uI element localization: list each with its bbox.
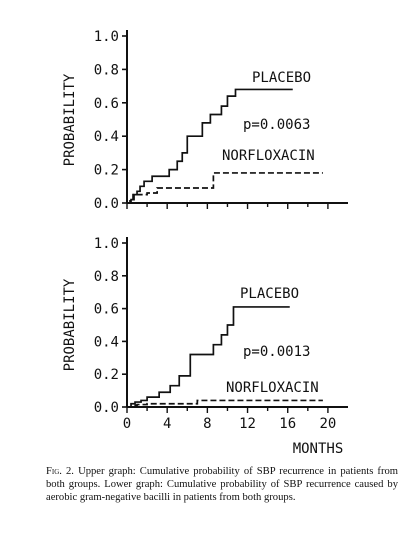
y-axis-label: PROBABILITY [62,278,78,371]
y-tick-label: 0.0 [94,196,119,212]
p-value-annotation: p=0.0063 [243,117,310,133]
y-tick-label: 0.6 [94,96,119,112]
x-tick-label: 16 [279,416,296,432]
caption-lead: Fig. 2. [46,466,74,477]
series-label-placebo: PLACEBO [252,70,311,86]
x-tick-label: 12 [239,416,256,432]
y-tick-label: 0.2 [94,367,119,383]
y-tick-label: 0.2 [94,163,119,179]
y-tick-label: 1.0 [94,236,119,252]
series-line-placebo [127,306,290,408]
y-tick-label: 0.4 [94,334,119,350]
series-label-norfloxacin: NORFLOXACIN [222,148,315,164]
series-label-norfloxacin: NORFLOXACIN [226,380,319,396]
series-line-norfloxacin [127,399,323,408]
x-axis-label: MONTHS [293,441,344,457]
y-tick-label: 0.6 [94,302,119,318]
x-tick-label: 0 [123,416,131,432]
caption-text: Upper graph: Cumulative probability of S… [46,466,399,503]
x-tick-label: 20 [319,416,336,432]
figure-caption: Fig. 2. Upper graph: Cumulative probabil… [46,465,398,504]
upper-graph: 0.0 0.2 0.4 0.6 0.8 1.0 PROBABILITY PLACEBO NORF… [62,29,348,212]
x-tick-label: 4 [163,416,171,432]
series-line-norfloxacin [127,172,323,204]
lower-graph: 0.0 0.2 0.4 0.6 0.8 1.0 0 4 8 12 16 20 PROBABILITY MO… [62,236,348,457]
y-tick-label: 0.0 [94,400,119,416]
y-axis-label: PROBABILITY [62,73,78,166]
series-line-placebo [127,88,293,204]
y-tick-label: 0.4 [94,129,119,145]
y-tick-label: 0.8 [94,269,119,285]
y-tick-label: 0.8 [94,62,119,78]
y-tick-label: 1.0 [94,29,119,45]
x-tick-label: 8 [203,416,211,432]
p-value-annotation: p=0.0013 [243,344,310,360]
series-label-placebo: PLACEBO [240,286,299,302]
